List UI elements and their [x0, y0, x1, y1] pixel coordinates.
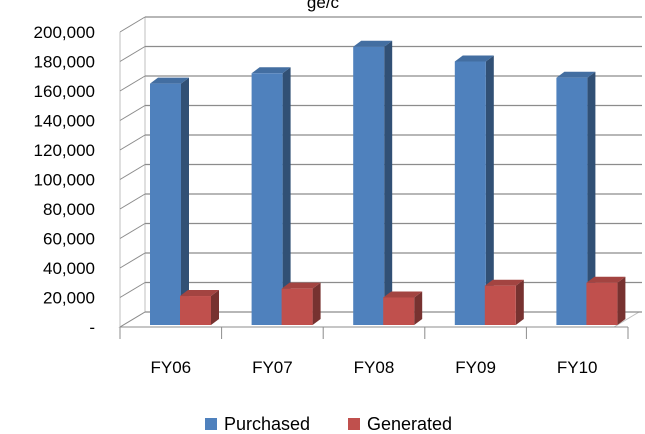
gridline-side	[119, 134, 146, 151]
y-tick-label: 40,000	[43, 259, 95, 278]
x-tick-label: FY07	[252, 358, 293, 377]
gridline-side	[119, 311, 146, 328]
gridline-side	[119, 16, 146, 33]
y-tick-label: 140,000	[34, 112, 95, 131]
y-tick-label: 60,000	[43, 230, 95, 249]
y-tick-label: 180,000	[34, 53, 95, 72]
bar	[383, 291, 423, 325]
legend-swatch	[205, 418, 217, 430]
y-tick-label: 100,000	[34, 171, 95, 190]
y-tick-label: 160,000	[34, 82, 95, 101]
legend-label: Generated	[367, 414, 452, 434]
gridline-side	[119, 46, 146, 62]
x-axis: FY06 FY07 FY08 FY09 FY10	[119, 326, 629, 377]
y-tick-label: -	[89, 318, 95, 337]
y-axis: - 20,000 40,000 60,000 80,000 100,000 120,000 1…	[34, 23, 95, 337]
y-tick-label: 120,000	[34, 141, 95, 160]
x-tick-label: FY06	[150, 358, 191, 377]
x-tick-label: FY08	[354, 358, 395, 377]
x-tick-label: FY09	[455, 358, 496, 377]
y-tick-label: 200,000	[34, 23, 95, 42]
bar	[353, 40, 393, 325]
gridline-side	[119, 282, 146, 298]
x-tick-label: FY10	[557, 358, 598, 377]
gridline-side	[119, 252, 146, 269]
y-tick-label: 20,000	[43, 289, 95, 308]
bars	[150, 40, 626, 326]
bar	[281, 282, 321, 325]
bar	[586, 276, 626, 325]
gridline-side	[119, 164, 146, 180]
bar	[150, 77, 189, 325]
y-tick-label: 80,000	[43, 200, 95, 219]
legend-label: Purchased	[224, 414, 310, 434]
legend-swatch	[348, 418, 360, 430]
gridline-side	[119, 193, 146, 210]
bar	[556, 71, 596, 325]
gridline-side	[119, 75, 146, 92]
bar	[251, 67, 291, 326]
bar	[454, 55, 494, 325]
bar	[180, 290, 219, 325]
legend: Purchased Generated	[205, 414, 452, 434]
gridline-side	[119, 223, 146, 239]
chart-title: ge/c	[307, 0, 340, 12]
bar	[484, 279, 524, 325]
gridline-side	[119, 105, 146, 121]
